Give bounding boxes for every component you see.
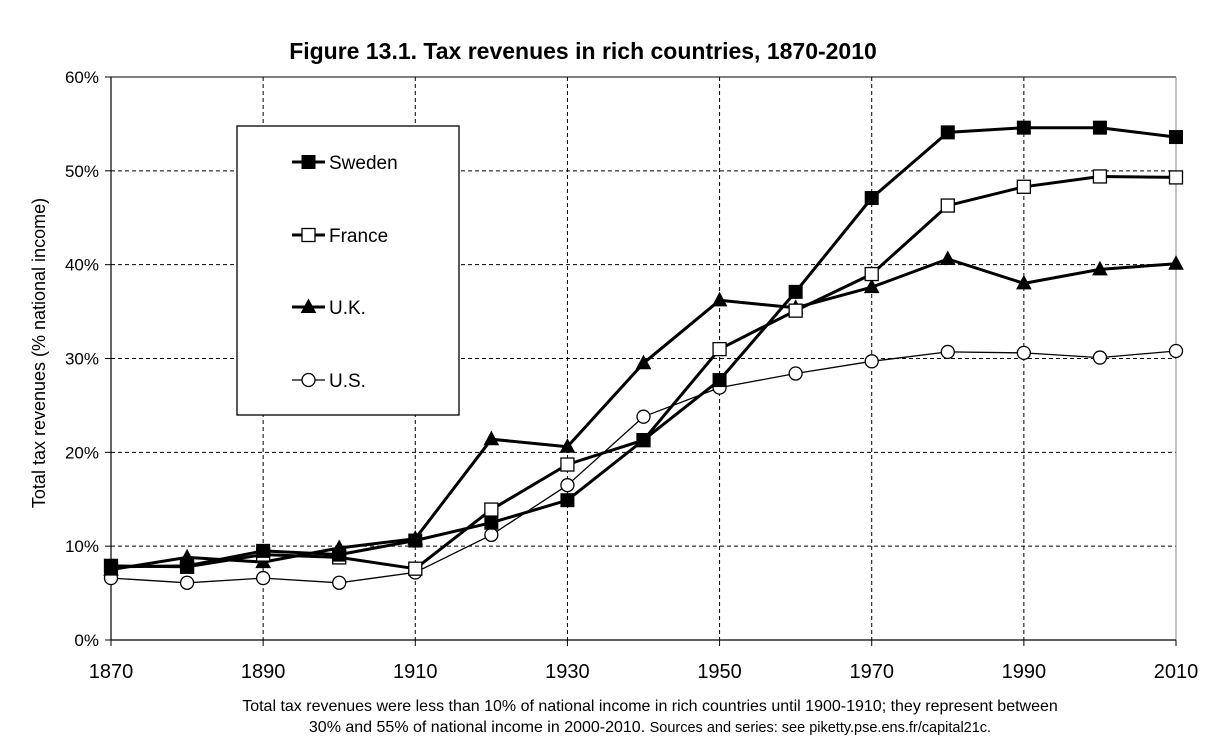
y-tick-label: 60% [65,68,99,87]
y-axis-label: Total tax revenues (% national income) [29,198,49,508]
data-point-sweden [180,558,195,573]
y-tick-label: 30% [65,350,99,369]
x-tick-label: 1870 [89,661,134,683]
y-tick-label: 40% [65,256,99,275]
data-point-sweden [256,543,271,558]
data-point-sweden [940,125,955,140]
axis-layer: 0% 10% 20% 30% 40% 50% 60% 1870 1890 1910 1930 1950… [65,68,1198,683]
caption-line-2: 30% and 55% of national income in 2000-2… [150,717,1150,739]
y-tick-label: 10% [65,537,99,556]
y-tick-label: 50% [65,162,99,181]
x-tick-label: 1990 [1002,661,1047,683]
data-point-france [1016,179,1032,194]
data-point-u-s [788,366,803,381]
data-point-u-k [711,291,728,307]
data-point-france [1092,169,1108,184]
data-point-sweden [1016,120,1031,135]
legend-label-france: France [329,226,388,247]
data-point-sweden [104,559,118,574]
data-point-u-s [1016,345,1032,361]
chart-title: Figure 13.1. Tax revenues in rich countr… [289,38,877,64]
legend-item-sweden: Sweden [292,153,398,174]
legend-item-u-k: U.K. [292,298,366,319]
y-tick-label: 20% [65,443,99,462]
data-point-u-k [1016,274,1032,290]
x-tick-label: 1930 [545,661,590,683]
data-point-u-s [179,575,195,590]
caption-main-text: 30% and 55% of national income in 2000-2… [308,719,646,736]
legend-item-u-s: U.S. [292,371,366,392]
data-point-sweden [864,191,879,206]
data-point-u-k [483,430,500,446]
x-tick-label: 1970 [849,661,894,683]
data-point-u-k [559,438,576,453]
data-point-u-k [635,354,652,370]
data-point-france [788,303,803,318]
data-point-u-s [1168,343,1184,359]
data-point-sweden [560,493,575,508]
y-tick-label: 0% [74,631,99,650]
data-point-u-s [332,575,347,590]
legend-label-sweden: Sweden [329,153,398,174]
legend-marker-u-k [300,298,317,313]
x-tick-label: 2010 [1154,661,1199,683]
data-point-france [940,198,955,213]
data-point-france [864,266,879,282]
legend-label-u-k: U.K. [329,298,366,319]
chart-caption: Total tax revenues were less than 10% of… [150,696,1150,739]
legend-marker-u-s [301,372,316,388]
series-layer [103,120,1184,590]
legend-item-france: France [292,226,388,247]
data-point-u-s [484,527,499,543]
legend-box [236,125,460,416]
data-point-france [408,561,423,576]
data-point-sweden [1092,120,1107,135]
legend-marker-sweden [301,155,316,169]
data-point-sweden [636,433,651,448]
data-point-france [560,457,575,472]
data-point-sweden [1169,130,1183,145]
x-tick-label: 1950 [697,661,742,683]
data-point-france [1168,170,1184,185]
x-tick-label: 1890 [241,661,286,683]
series-sweden [104,120,1183,574]
data-point-u-s [255,570,271,586]
data-point-u-s [560,478,575,493]
data-point-sweden [788,284,803,299]
data-point-sweden [712,373,727,388]
legend: Sweden France U.K. U.S. [236,125,460,416]
data-point-u-k [1168,255,1184,270]
data-point-u-s [940,344,955,360]
data-point-france [484,502,499,517]
data-point-u-s [1092,350,1108,365]
data-point-sweden [332,547,347,562]
data-point-sweden [484,515,499,530]
legend-label-u-s: U.S. [329,371,366,392]
legend-marker-france [301,227,316,243]
caption-source-text: Sources and series: see piketty.pse.ens.… [649,720,992,736]
data-point-u-k [939,250,956,266]
series-u-s [103,343,1184,590]
data-point-u-s [864,354,879,369]
data-point-u-s [636,409,651,424]
chart-svg: Figure 13.1. Tax revenues in rich countr… [29,38,1198,683]
data-point-sweden [408,533,423,548]
data-point-france [712,341,727,357]
data-point-u-k [1092,260,1108,276]
x-tick-label: 1910 [393,661,438,683]
data-point-u-k [863,278,880,294]
caption-line-1: Total tax revenues were less than 10% of… [242,698,1058,715]
